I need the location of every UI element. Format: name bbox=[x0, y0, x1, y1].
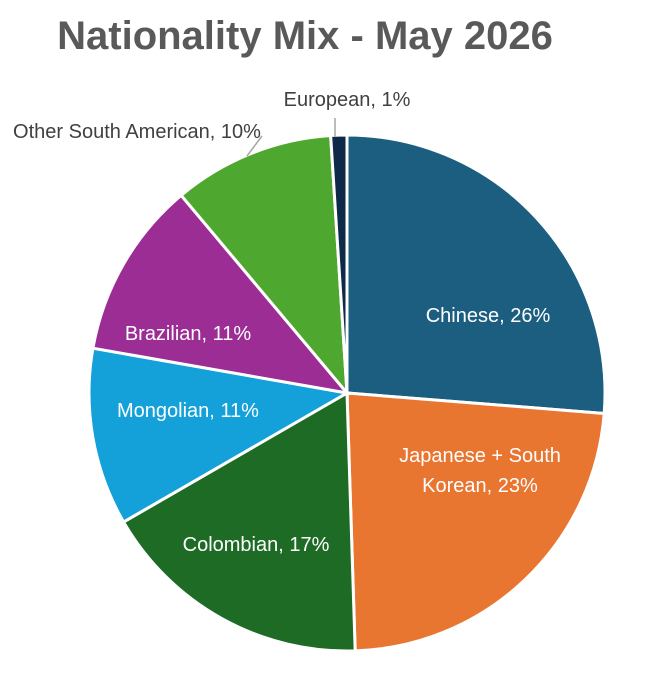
slice-label: Chinese, 26% bbox=[425, 305, 551, 327]
pie-slice bbox=[91, 193, 351, 396]
slice-label: Mongolian, 11% bbox=[117, 400, 259, 422]
slice-label: Other South American, 10% bbox=[13, 121, 261, 143]
slice-label: European, 1% bbox=[283, 89, 411, 111]
pie-slice bbox=[345, 133, 607, 416]
chart-title: Nationality Mix - May 2026 bbox=[57, 14, 553, 58]
pie-slice bbox=[121, 390, 357, 653]
pie-slice bbox=[87, 346, 352, 525]
slice-label: Japanese + South Korean, 23% bbox=[399, 445, 561, 497]
pie-slice bbox=[179, 133, 349, 398]
slice-label: Brazilian, 11% bbox=[124, 323, 252, 345]
pie-slice bbox=[329, 133, 349, 394]
pie-slice bbox=[345, 391, 606, 653]
slice-label: Colombian, 17% bbox=[182, 534, 330, 556]
leader-line bbox=[246, 135, 263, 157]
